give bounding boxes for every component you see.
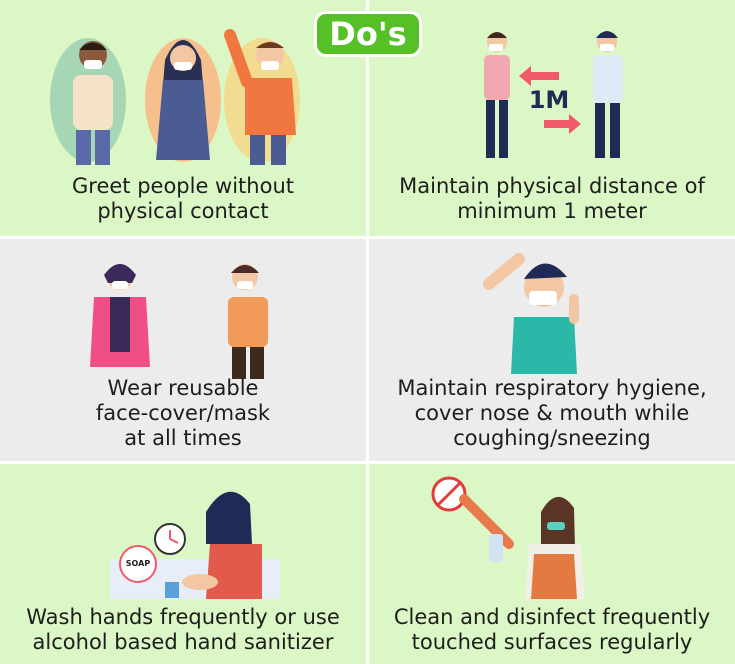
soap-label: SOAP — [125, 559, 151, 568]
coughing-illustration — [483, 253, 579, 374]
caption-greet: Greet people without physical contact — [72, 174, 294, 223]
physical-distance-illustration — [484, 31, 623, 158]
dos-title-badge: Do's — [314, 11, 422, 57]
caption-disinfect: Clean and disinfect frequently touched s… — [393, 605, 711, 654]
cell-respiratory: Maintain respiratory hygiene, cover nose… — [369, 239, 735, 461]
caption-handwash: Wash hands frequently or use alcohol bas… — [26, 605, 340, 654]
distance-label: 1M — [528, 86, 570, 114]
wearing-mask-illustration — [90, 264, 268, 379]
caption-distance: Maintain physical distance of minimum 1 … — [399, 174, 705, 223]
handwashing-illustration — [110, 491, 280, 599]
cell-greet: Greet people without physical contact — [0, 0, 366, 236]
cell-handwash: SOAP Wash hands frequently or use alcoho… — [0, 464, 366, 664]
cell-disinfect: Clean and disinfect frequently touched s… — [369, 464, 735, 664]
greeting-people-illustration — [50, 29, 300, 165]
caption-mask: Wear reusable face-cover/mask at all tim… — [95, 376, 271, 450]
cell-mask: Wear reusable face-cover/mask at all tim… — [0, 239, 366, 461]
disinfecting-illustration — [431, 476, 585, 599]
cell-distance: 1M Maintain physical distance of minimum… — [369, 0, 735, 236]
caption-respiratory: Maintain respiratory hygiene, cover nose… — [397, 376, 707, 450]
